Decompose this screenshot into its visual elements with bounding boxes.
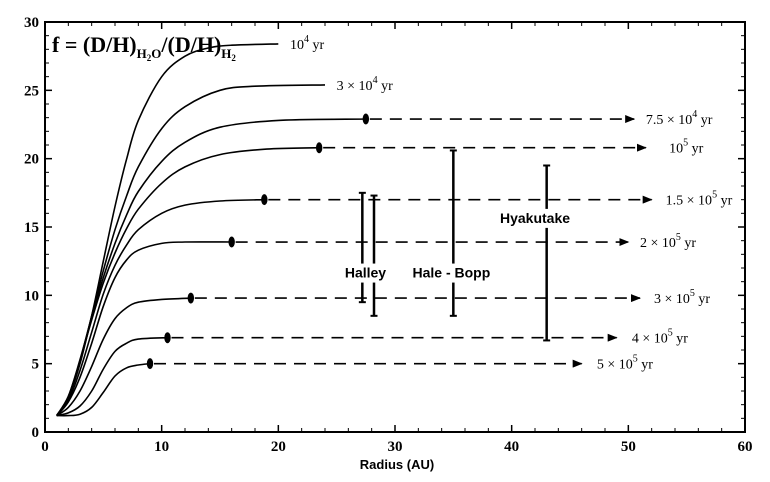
series-label-8: 5 × 105 yr (597, 354, 653, 373)
series-label-1: 3 × 104 yr (337, 75, 393, 94)
comet-label-bg (342, 263, 397, 283)
y-tick-label: 5 (32, 357, 40, 373)
series-curve-5 (56, 241, 232, 417)
series-marker-3 (315, 142, 323, 154)
series-label-7: 4 × 105 yr (632, 328, 688, 347)
x-tick-label: 10 (154, 439, 169, 455)
series-marker-8 (146, 358, 154, 370)
series-label-6: 3 × 105 yr (654, 288, 710, 307)
y-tick-label: 0 (32, 425, 40, 441)
title-sub1c: O (151, 46, 161, 61)
series-marker-7 (164, 332, 171, 344)
x-tick-label: 40 (504, 439, 519, 455)
series-curve-6 (56, 297, 191, 417)
chart-title: f = (D/H)H2O/(D/H)H2 (52, 32, 236, 63)
series-marker-2 (362, 113, 370, 125)
series-label-5: 2 × 105 yr (640, 232, 696, 251)
comet-label-bg (498, 208, 576, 228)
y-tick-label: 15 (24, 220, 39, 236)
comet-group: Halley Hale - Bopp Hyakutake (342, 149, 576, 342)
x-tick-label: 0 (41, 439, 49, 455)
comet-label-2: Hyakutake (500, 210, 570, 226)
title-sub1b: 2 (147, 53, 152, 63)
series-curve-1 (56, 84, 326, 417)
series-marker-6 (187, 292, 195, 304)
x-axis-label: Radius (AU) (360, 457, 434, 472)
series-group: 104 yr 3 × 104 yr 7.5 × 104 yr 105 yr 1.5 × … (56, 34, 733, 417)
title-mid: /(D/H) (160, 32, 221, 57)
series-marker-5 (228, 236, 235, 248)
series-label-4: 1.5 × 105 yr (666, 190, 733, 209)
series-label-2: 7.5 × 104 yr (646, 109, 713, 128)
x-tick-label: 30 (388, 439, 403, 455)
series-marker-4 (261, 194, 268, 206)
x-tick-label: 60 (738, 439, 753, 455)
axes: 0 10 20 30 40 50 60 0 5 10 15 20 25 30 (24, 15, 753, 455)
y-tick-label: 25 (24, 83, 39, 99)
comet-label-1: Hale - Bopp (413, 265, 491, 281)
series-label-3: 105 yr (669, 138, 704, 157)
title-main: f = (D/H) (52, 32, 137, 57)
series-curve-3 (56, 146, 320, 417)
title-sub1: H (137, 46, 147, 61)
y-tick-label: 10 (24, 288, 39, 304)
series-curve-8 (56, 362, 151, 417)
y-tick-label: 30 (24, 15, 39, 31)
title-sub2: H (221, 46, 231, 61)
series-curve-4 (56, 198, 265, 417)
comet-label-0: Halley (345, 265, 386, 281)
x-tick-label: 50 (621, 439, 636, 455)
series-label-0: 104 yr (290, 34, 325, 53)
series-curve-7 (56, 336, 168, 417)
comet-label-bg (410, 263, 505, 283)
title-sub2b: 2 (231, 53, 236, 63)
y-tick-label: 20 (24, 152, 39, 168)
series-curve-0 (56, 43, 279, 417)
x-tick-label: 20 (271, 439, 286, 455)
